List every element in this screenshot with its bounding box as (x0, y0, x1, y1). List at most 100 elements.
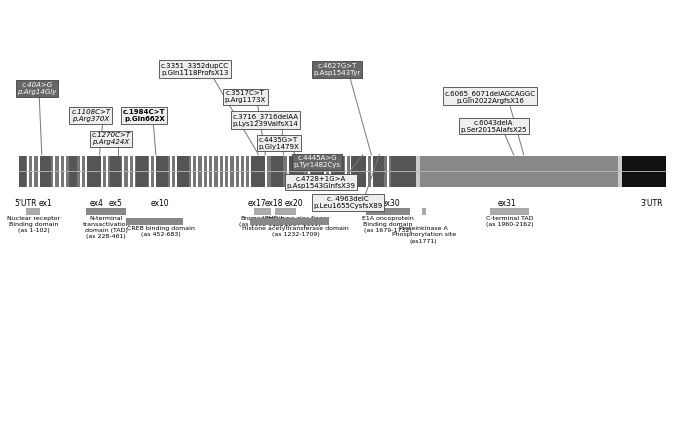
Text: ex1: ex1 (39, 199, 53, 208)
Text: c.4627G>T
p.Asp1543Tyr: c.4627G>T p.Asp1543Tyr (314, 63, 361, 76)
Bar (282, 156, 283, 187)
Bar (75, 156, 77, 187)
Bar (302, 156, 304, 187)
Bar (408, 156, 410, 187)
Bar (271, 156, 284, 187)
Bar (387, 156, 389, 187)
Bar (271, 156, 273, 187)
Bar (239, 156, 241, 187)
Bar (48, 156, 50, 187)
Bar (90, 156, 92, 187)
Bar (366, 156, 368, 187)
Bar (340, 156, 342, 187)
Bar (170, 156, 172, 187)
Bar (275, 208, 295, 214)
Bar (42, 156, 45, 187)
Bar (117, 156, 119, 187)
Bar (156, 156, 168, 187)
Bar (373, 156, 384, 187)
Bar (127, 156, 129, 187)
Text: 5'UTR: 5'UTR (14, 199, 37, 208)
Bar (186, 156, 188, 187)
Bar (286, 156, 288, 187)
Text: ex31: ex31 (498, 199, 516, 208)
Bar (53, 156, 55, 187)
Text: c.4445A>G
p.Tyr1482Cys: c.4445A>G p.Tyr1482Cys (293, 155, 340, 169)
Bar (393, 156, 395, 187)
Bar (331, 156, 344, 187)
Text: ex28: ex28 (361, 199, 379, 208)
Text: ex17: ex17 (247, 199, 266, 208)
Text: CREB binding domain
(as 452-683): CREB binding domain (as 452-683) (127, 226, 195, 238)
Bar (345, 156, 347, 187)
Bar (175, 156, 177, 187)
Bar (420, 156, 618, 187)
Text: c.1984C>T
p.Gln662X: c.1984C>T p.Gln662X (123, 109, 166, 122)
Bar (154, 156, 156, 187)
Bar (297, 156, 299, 187)
Text: c.3351_3352dupCC
p.Gln1118ProfsX13: c.3351_3352dupCC p.Gln1118ProfsX13 (161, 63, 229, 76)
Text: Bromodomain
(as 1108-1170): Bromodomain (as 1108-1170) (239, 216, 286, 227)
Bar (249, 156, 251, 187)
Bar (32, 156, 34, 187)
Bar (197, 156, 199, 187)
Text: Nuclear receptor
Binding domain
(as 1-102): Nuclear receptor Binding domain (as 1-10… (7, 216, 60, 233)
Bar (86, 208, 126, 214)
Text: ex4: ex4 (89, 199, 103, 208)
Text: c.6065_6071delAGCAGGC
p.Gln2022ArgfsX16: c.6065_6071delAGCAGGC p.Gln2022ArgfsX16 (445, 90, 536, 104)
Bar (292, 156, 294, 187)
Text: PHD-type zinc finger
(as 1237-1311): PHD-type zinc finger (as 1237-1311) (264, 216, 329, 227)
Text: N-terminal
transactivation
domain (TAD)
(as 228-461): N-terminal transactivation domain (TAD) … (82, 216, 130, 239)
Bar (88, 156, 101, 187)
Bar (191, 156, 193, 187)
Bar (164, 156, 166, 187)
Bar (59, 156, 61, 187)
Bar (80, 156, 82, 187)
Bar (308, 156, 310, 187)
Bar (361, 156, 362, 187)
Bar (490, 208, 529, 214)
Bar (398, 156, 400, 187)
Bar (254, 208, 271, 214)
Bar (27, 156, 29, 187)
Bar (69, 156, 71, 187)
Bar (382, 156, 384, 187)
Bar (25, 208, 40, 214)
Bar (311, 156, 324, 187)
Text: c.3716_3716delAA
p.Lys1239ValfsX14: c.3716_3716delAA p.Lys1239ValfsX14 (232, 113, 298, 127)
Text: ex30: ex30 (382, 199, 400, 208)
Bar (329, 156, 331, 187)
Bar (414, 156, 416, 187)
Text: c.6043delA
p.Ser2015AlafsX25: c.6043delA p.Ser2015AlafsX25 (460, 120, 527, 133)
Bar (391, 156, 416, 187)
Text: C-terminal TAD
(as 1960-2162): C-terminal TAD (as 1960-2162) (486, 216, 534, 227)
Bar (366, 208, 410, 214)
Text: Histone acetyltransferase domain
(as 1232-1709): Histone acetyltransferase domain (as 123… (242, 226, 349, 238)
Bar (334, 156, 336, 187)
Bar (110, 156, 121, 187)
Bar (622, 156, 666, 187)
Bar (181, 156, 183, 187)
Bar (289, 156, 304, 187)
Text: c.3517C>T
p.Arg1173X: c.3517C>T p.Arg1173X (225, 90, 266, 103)
Text: c.1270C>T
p.Arg424X: c.1270C>T p.Arg424X (91, 132, 130, 145)
Bar (85, 156, 87, 187)
Bar (68, 156, 77, 187)
Bar (403, 156, 405, 187)
Bar (228, 156, 230, 187)
Bar (223, 156, 225, 187)
Bar (40, 156, 51, 187)
Bar (234, 156, 236, 187)
Bar (177, 156, 190, 187)
Bar (255, 156, 257, 187)
Bar (212, 156, 214, 187)
Bar (138, 156, 140, 187)
Bar (313, 156, 315, 187)
Bar (101, 156, 103, 187)
Bar (351, 156, 366, 187)
Bar (136, 156, 148, 187)
Text: c. 4963delC
p.Leu1655CysfsX89: c. 4963delC p.Leu1655CysfsX89 (313, 196, 382, 209)
Bar (106, 156, 108, 187)
Text: ex27: ex27 (344, 199, 362, 208)
Bar (143, 156, 145, 187)
